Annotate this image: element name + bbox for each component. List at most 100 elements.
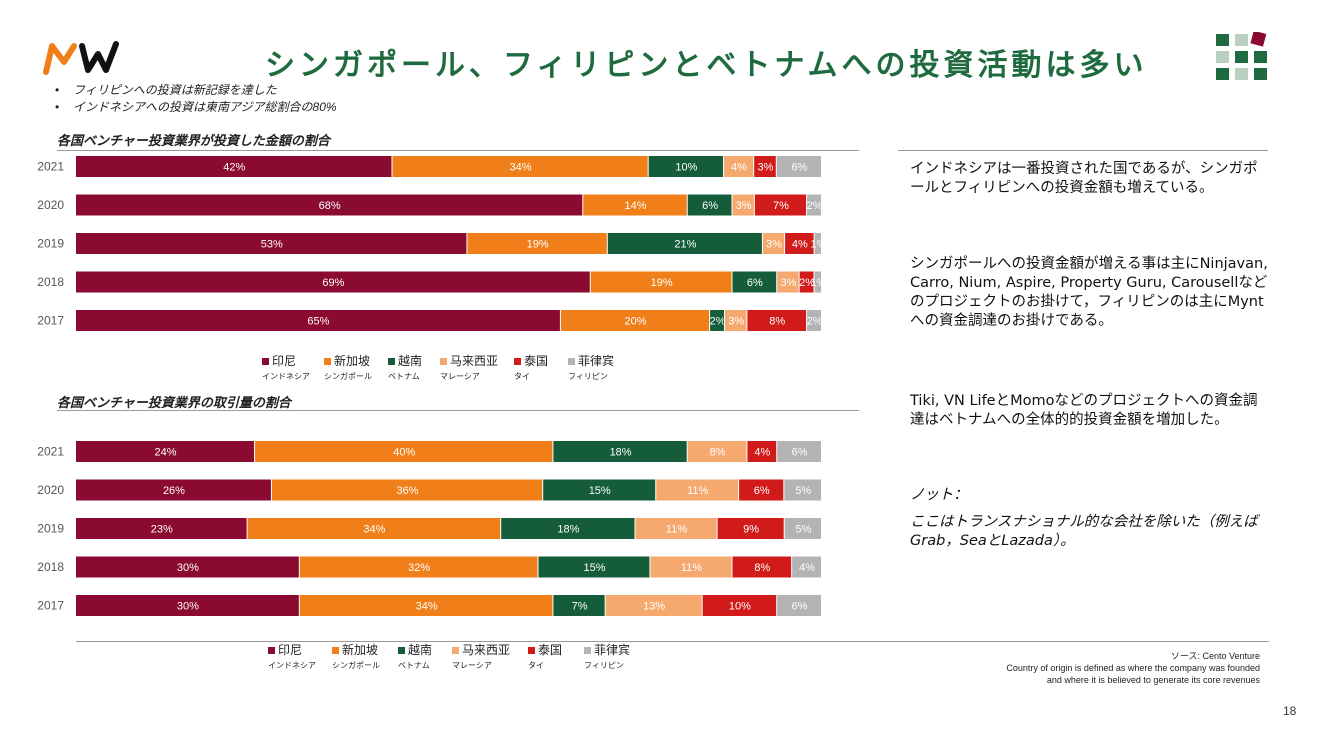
bar-segment — [710, 310, 725, 331]
legend-label: 马来西亚 — [440, 352, 498, 369]
data-label: 34% — [363, 524, 385, 536]
chart-2-svg: 2021 24% 40% 18% 8% 4% 6% 2020 26% 36% 15% 11% 6% 5% 2… — [37, 441, 821, 616]
data-label: 65% — [307, 316, 329, 328]
year-tick-label: 2020 — [37, 198, 64, 212]
legend-swatch — [528, 647, 535, 655]
bar-segment — [76, 479, 271, 501]
year-tick-label: 2017 — [37, 599, 64, 613]
bar-segment — [814, 271, 821, 293]
bar-segment — [467, 233, 607, 254]
legend-sub-label: マレーシア — [452, 661, 492, 670]
bar-segment — [784, 518, 821, 539]
legend-label: 越南 — [388, 352, 422, 369]
bar-segment — [792, 556, 821, 578]
year-tick-label: 2018 — [37, 560, 64, 574]
bar-segment — [777, 271, 799, 293]
bar-segment — [247, 518, 501, 539]
data-label: 14% — [624, 200, 646, 212]
bar-segment — [76, 518, 247, 539]
data-label: 13% — [643, 601, 665, 613]
bar-segment — [635, 518, 717, 539]
data-label: 21% — [674, 239, 696, 251]
legend-text: 菲律宾 — [594, 643, 631, 657]
data-label: 69% — [322, 277, 344, 289]
bar-segment — [76, 271, 590, 293]
legend-sub-label: シンガポール — [324, 372, 372, 381]
data-label: 3% — [780, 277, 796, 289]
data-label: 20% — [624, 316, 646, 328]
data-label: 19% — [527, 239, 549, 251]
data-label: 19% — [651, 277, 673, 289]
data-label: 18% — [610, 447, 632, 459]
divider-line — [57, 410, 859, 411]
legend-sub-label: インドネシア — [262, 372, 310, 381]
legend-label: 泰国 — [528, 641, 562, 658]
legend-text: 泰国 — [524, 354, 549, 368]
legend-swatch — [268, 647, 275, 655]
bar-segment — [754, 156, 776, 177]
bar-segment — [299, 556, 538, 578]
bar-segment — [777, 441, 821, 462]
bar-segment — [732, 194, 754, 216]
slide-title: シンガポール、フィリピンとベトナムへの投資活動は多い — [265, 48, 1148, 83]
legend-item: 泰国タイ — [514, 352, 548, 382]
bar-segment — [607, 233, 762, 254]
data-label: 11% — [666, 524, 687, 536]
company-logo — [43, 41, 119, 75]
data-label: 9% — [743, 524, 759, 536]
data-label: 5% — [795, 485, 811, 497]
data-label: 7% — [572, 601, 588, 613]
bar-segment — [590, 271, 732, 293]
data-label: 8% — [769, 316, 785, 328]
legend-label: 印尼 — [268, 641, 316, 658]
bar-segment — [785, 233, 814, 254]
legend-item: 马来西亚 マレーシア — [452, 641, 510, 671]
data-label: 8% — [710, 447, 726, 459]
legend-swatch — [568, 358, 575, 366]
legend-swatch — [440, 358, 447, 366]
data-label: 6% — [702, 200, 718, 212]
source-line: ソース: Cento Venture — [1170, 651, 1260, 661]
data-label: 2% — [807, 200, 823, 212]
bar-segment — [392, 156, 648, 177]
bar-segment — [538, 556, 650, 578]
year-tick-label: 2018 — [37, 275, 64, 289]
legend-swatch — [388, 358, 395, 366]
data-label: 3% — [758, 162, 774, 174]
source-line: and where it is believed to generate its… — [1046, 675, 1260, 685]
bar-segment — [747, 441, 777, 462]
legend-label: 新加坡 — [324, 352, 372, 369]
bar-segment — [501, 518, 635, 539]
bar-segment — [553, 595, 605, 616]
legend-text: 泰国 — [538, 643, 563, 657]
bar-segment — [299, 595, 553, 616]
data-label: 11% — [687, 485, 708, 497]
bar-segment — [732, 556, 792, 578]
bar-segment — [776, 156, 821, 177]
legend-swatch — [514, 358, 521, 366]
bar-segment — [754, 194, 807, 216]
chart-1-title: 各国ベンチャー投資業界が投資した金額の割合 — [57, 133, 330, 148]
legend-text: 新加坡 — [334, 354, 371, 368]
data-label: 6% — [792, 601, 808, 613]
bar-segment — [271, 479, 543, 501]
note-body: ここはトランスナショナル的な会社を除いた（例えばGrab，SeaとLazada）… — [910, 514, 1258, 549]
bar-segment — [583, 194, 687, 216]
bar-segment — [799, 271, 814, 293]
chart-1-svg: 2021 42% 34% 10% 4% 3% 6% 2020 68% 14% 6% 3% 7% 2% 201… — [37, 156, 826, 331]
bar-segment — [76, 595, 299, 616]
legend-text: 越南 — [408, 643, 433, 657]
data-label: 18% — [557, 524, 579, 536]
data-label: 42% — [223, 162, 245, 174]
legend-label: 越南 — [398, 641, 432, 658]
data-label: 7% — [773, 200, 789, 212]
legend-item: 菲律宾 フィリピン — [568, 352, 614, 382]
legend-sub-label: タイ — [514, 372, 530, 381]
data-label: 32% — [408, 562, 430, 574]
legend-label: 马来西亚 — [452, 641, 510, 658]
bar-segment — [725, 310, 747, 331]
bar-segment — [656, 479, 739, 501]
chart-2-title: 各国ベンチャー投資業界の取引量の割合 — [57, 395, 291, 410]
bullet-list: フィリピンへの投資は新記録を達した インドネシアへの投資は東南アジア総割合の80… — [55, 82, 337, 116]
data-label: 1% — [810, 277, 826, 289]
